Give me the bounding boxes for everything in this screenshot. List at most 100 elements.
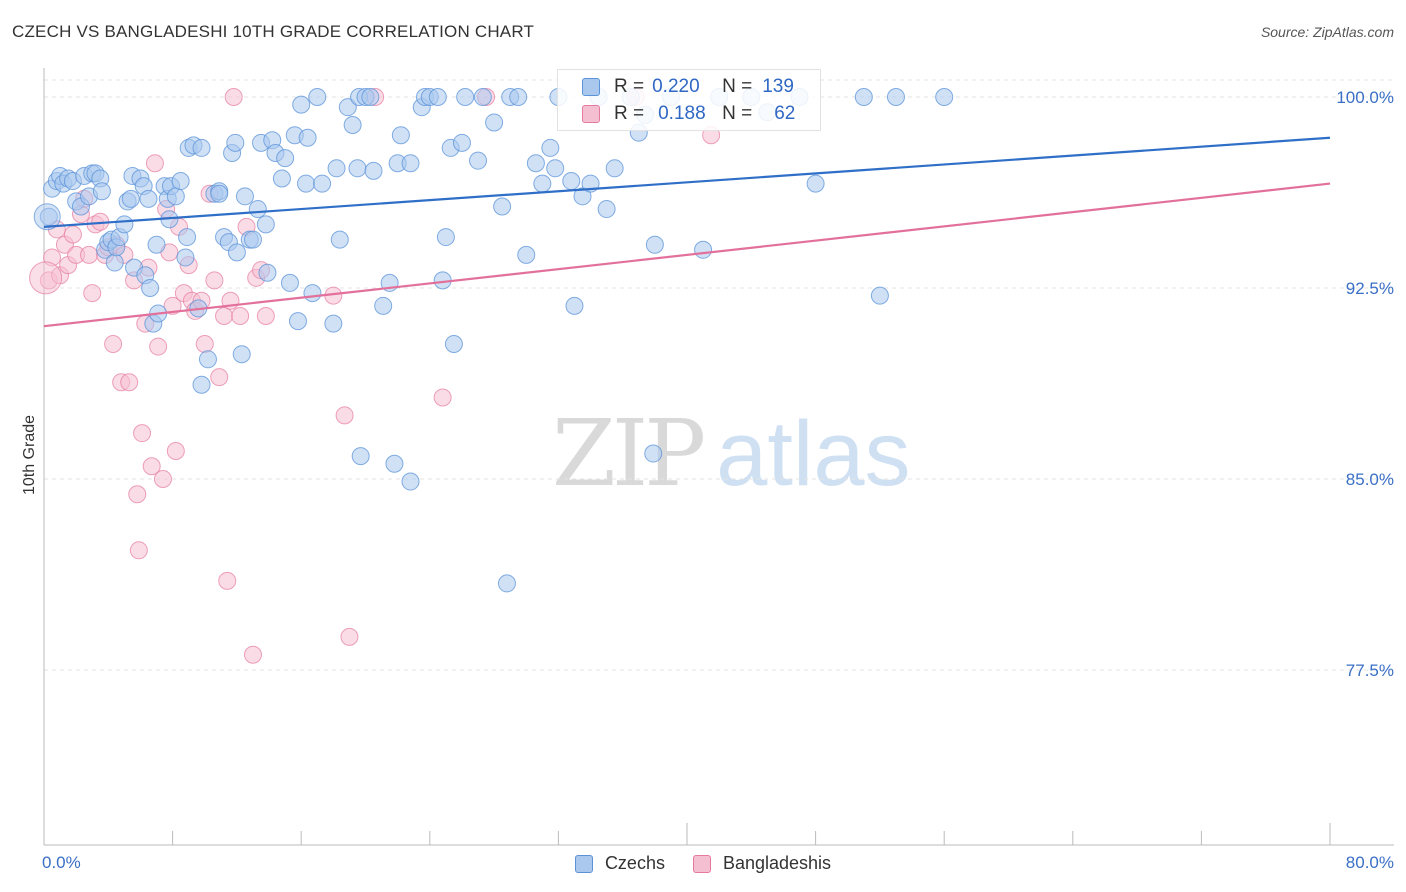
bangladeshi-point [163, 296, 182, 315]
bangladeshi-point [145, 154, 164, 173]
czech-point [444, 335, 463, 354]
bangladeshi-point [80, 245, 99, 264]
czech-point [694, 240, 713, 259]
czech-point [385, 454, 404, 473]
czech-point [141, 279, 160, 297]
czech-trend-line [43, 136, 1331, 228]
stats-row-bangladeshi: R = 0.188 N = 62 [582, 101, 795, 127]
n-label: N = [722, 76, 753, 97]
bangladeshi-point [166, 441, 185, 460]
y-tick-label: 92.5% [1345, 279, 1394, 298]
trend-lines [43, 136, 1331, 328]
r-value: 0.220 [652, 76, 700, 97]
czech-point [401, 472, 420, 491]
r-label: R = [614, 76, 645, 97]
czech-point [235, 187, 254, 206]
czech-point [351, 447, 370, 466]
watermark-zip: ZIP [552, 400, 706, 507]
stats-row-czech: R = 0.220 N = 139 [582, 74, 794, 100]
bangladeshi-point [63, 225, 82, 244]
bangladeshi-point [243, 645, 262, 664]
czech-point [92, 182, 111, 201]
czech-point [276, 149, 295, 168]
bangladeshi-point [149, 337, 168, 356]
gridlines [44, 79, 1394, 671]
czech-point [226, 133, 245, 152]
r-label: R = [614, 103, 645, 124]
czech-point [436, 228, 455, 247]
czech-point [298, 128, 317, 147]
czech-point [258, 263, 277, 282]
czech-point [176, 248, 195, 267]
czech-point [935, 88, 954, 106]
czech-point [313, 174, 332, 193]
czech-point [541, 138, 560, 157]
czech-point [374, 296, 393, 315]
chart-title: CZECH VS BANGLADESHI 10TH GRADE CORRELAT… [12, 22, 535, 41]
czech-point [139, 189, 158, 208]
czech-point [256, 215, 275, 234]
czech-point [327, 159, 346, 178]
legend-item-czechs[interactable]: Czechs [574, 853, 665, 874]
czech-points [33, 88, 954, 593]
y-tick-label: 77.5% [1345, 661, 1394, 680]
watermark-atlas: atlas [716, 403, 911, 505]
bangladeshi-point [433, 388, 452, 407]
czech-point [509, 88, 528, 106]
czech-point [198, 350, 217, 369]
czech-point [227, 243, 246, 262]
bangladeshi-point [205, 271, 224, 290]
n-label: N = [722, 103, 753, 124]
bangladeshi-point [340, 627, 359, 646]
czech-point [178, 228, 197, 247]
czech-point [210, 184, 229, 203]
czech-point [272, 169, 291, 188]
bangladeshi-point [256, 307, 275, 326]
bangladeshi-swatch [692, 854, 711, 873]
czech-point [806, 174, 825, 193]
czech-point [493, 197, 512, 216]
czech-point [243, 230, 262, 249]
czech-point [456, 88, 475, 106]
czech-point [166, 187, 185, 206]
czech-point [115, 215, 134, 234]
bangladeshi-point [335, 406, 354, 425]
bangladeshi-point [231, 307, 250, 326]
czech-point [517, 245, 536, 264]
bangladeshi-point [133, 424, 152, 443]
x-tick-label-min: 0.0% [42, 853, 81, 872]
czech-point [147, 235, 166, 254]
bangladeshi-point [83, 284, 102, 303]
bangladeshi-trend-line [43, 182, 1331, 328]
bangladeshi-point [195, 335, 214, 354]
bangladeshi-point [129, 541, 148, 560]
czech-point [573, 187, 592, 206]
czech-point [854, 88, 873, 106]
czech-point [308, 88, 327, 106]
czech-point [452, 133, 471, 152]
czech-point [192, 138, 211, 157]
czech-point [280, 273, 299, 292]
czech-point [105, 253, 124, 272]
czech-point [526, 154, 545, 173]
legend-item-bangladeshis[interactable]: Bangladeshis [692, 853, 831, 874]
czech-point [886, 88, 905, 106]
czech-point [297, 174, 316, 193]
czech-point [497, 574, 516, 593]
czech-swatch [582, 78, 600, 96]
bangladeshi-point [128, 485, 147, 504]
czech-point [330, 230, 349, 249]
bangladeshi-swatch [582, 105, 600, 123]
czech-point [192, 375, 211, 394]
czech-point [33, 203, 61, 231]
n-value: 62 [774, 103, 796, 124]
axes [43, 68, 1394, 846]
source-credit: Source: ZipAtlas.com [1260, 24, 1394, 40]
czech-point [348, 159, 367, 178]
legend-label: Czechs [604, 853, 665, 873]
bangladeshi-point [224, 88, 243, 106]
czech-point [870, 286, 889, 305]
czech-point [248, 200, 267, 219]
czech-point [171, 172, 190, 191]
